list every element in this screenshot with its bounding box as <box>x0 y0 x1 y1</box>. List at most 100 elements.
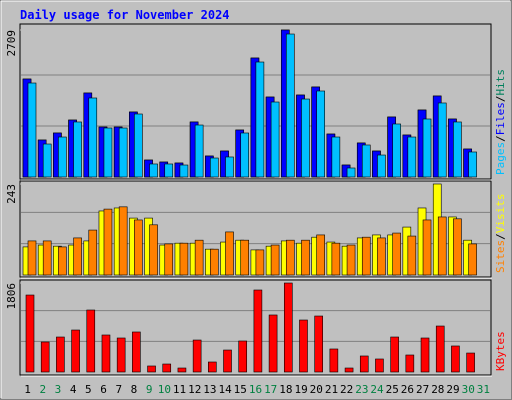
legend: Sites/Visits <box>494 194 507 274</box>
x-tick-label: 8 <box>131 383 138 396</box>
bar <box>468 151 477 178</box>
bar <box>192 339 202 373</box>
bar <box>86 309 96 373</box>
bar <box>301 239 310 276</box>
bar <box>162 363 172 373</box>
bar <box>73 121 82 178</box>
bar <box>361 236 371 276</box>
bar <box>316 90 325 178</box>
bar <box>392 123 401 178</box>
bar <box>283 282 293 373</box>
bar <box>27 240 37 276</box>
bar <box>149 224 158 276</box>
bar <box>164 163 174 178</box>
y-tick-label: 243 <box>5 184 18 204</box>
bar <box>331 136 341 178</box>
x-tick-label: 26 <box>401 383 414 396</box>
bar <box>270 101 280 178</box>
bar <box>407 235 417 276</box>
legend: Pages/Files/Hits <box>494 69 507 175</box>
x-tick-label: 23 <box>355 383 368 396</box>
bar <box>240 239 250 276</box>
bar <box>468 243 477 276</box>
bar <box>225 231 234 276</box>
bar <box>301 98 310 178</box>
bar <box>329 348 339 373</box>
x-tick-label: 30 <box>462 383 475 396</box>
bar <box>405 354 415 373</box>
bar <box>58 136 67 178</box>
x-tick-label: 5 <box>85 383 92 396</box>
chart-title: Daily usage for November 2024 <box>20 8 230 22</box>
x-tick-label: 12 <box>188 383 201 396</box>
x-tick-label: 19 <box>294 383 307 396</box>
bar <box>240 132 250 178</box>
bar <box>270 244 280 276</box>
bar <box>179 164 189 178</box>
x-tick-label: 1 <box>24 383 31 396</box>
bar <box>101 334 111 373</box>
bar <box>285 33 295 178</box>
bar <box>253 289 263 373</box>
bar <box>194 239 204 276</box>
x-tick-label: 9 <box>146 383 153 396</box>
x-tick-label: 2 <box>39 383 46 396</box>
x-tick-label: 27 <box>416 383 429 396</box>
bar <box>361 144 371 178</box>
bar <box>331 242 341 276</box>
x-tick-label: 20 <box>310 383 323 396</box>
x-tick-label: 24 <box>370 383 384 396</box>
bar <box>422 219 432 276</box>
bar <box>268 314 278 373</box>
bar <box>255 249 265 276</box>
bar <box>116 337 126 373</box>
x-tick-label: 17 <box>264 383 277 396</box>
y-tick-label: 2709 <box>5 30 18 57</box>
x-tick-label: 11 <box>173 383 186 396</box>
bar <box>149 163 158 178</box>
bar <box>453 218 462 276</box>
legend-entry: Files <box>494 102 507 135</box>
x-tick-label: 4 <box>70 383 77 396</box>
legend-separator: / <box>494 96 507 103</box>
y-tick-label: 1806 <box>5 283 18 310</box>
bar <box>88 229 98 276</box>
bar <box>451 345 460 373</box>
x-tick-label: 16 <box>249 383 262 396</box>
bar <box>27 82 37 178</box>
bar <box>132 331 141 373</box>
x-tick-label: 10 <box>158 383 171 396</box>
bar <box>71 329 80 373</box>
bar <box>118 206 128 276</box>
legend-entry: KBytes <box>494 331 507 371</box>
bar <box>56 336 65 373</box>
bar <box>223 349 232 373</box>
bar <box>88 97 98 178</box>
x-tick-label: 21 <box>325 383 338 396</box>
bar <box>147 365 156 373</box>
bar <box>377 237 386 276</box>
bar <box>210 157 219 178</box>
bar <box>103 208 113 276</box>
bar <box>118 127 128 178</box>
x-tick-label: 22 <box>340 383 353 396</box>
bar <box>25 294 35 373</box>
bar <box>390 336 399 373</box>
bar <box>210 248 219 276</box>
bar <box>42 240 52 276</box>
bar <box>453 121 462 178</box>
bar <box>255 61 265 178</box>
x-tick-label: 31 <box>477 383 490 396</box>
legend-separator: / <box>494 135 507 142</box>
bar <box>346 244 356 276</box>
bar <box>316 234 325 276</box>
legend-entry: Sites <box>494 240 507 273</box>
bar <box>407 136 417 178</box>
bar <box>134 219 143 276</box>
x-tick-label: 6 <box>100 383 107 396</box>
bar <box>177 367 187 373</box>
bar <box>40 341 50 373</box>
bar <box>346 167 356 178</box>
x-tick-label: 18 <box>279 383 292 396</box>
bar <box>194 124 204 178</box>
